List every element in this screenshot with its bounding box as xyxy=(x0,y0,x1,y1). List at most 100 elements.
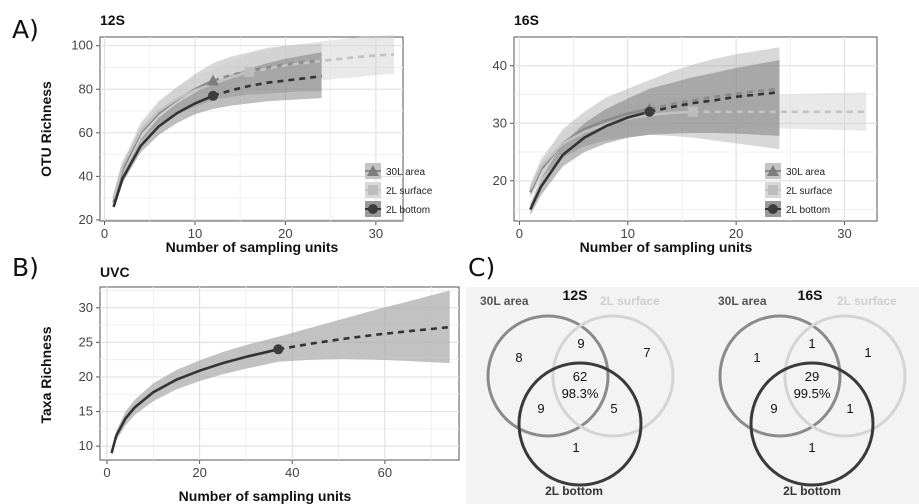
y-tick-label: 20 xyxy=(79,369,93,384)
legend: 30L area 2L surface 2L bottom xyxy=(365,163,433,217)
plot-frame xyxy=(513,36,878,222)
y-tick-label: 40 xyxy=(493,58,507,73)
venn-title: 12S xyxy=(563,287,588,303)
legend-label: 30L area xyxy=(386,167,426,178)
venn-label-2l-surface: 2L surface xyxy=(837,294,897,308)
venn-circle-30l-area xyxy=(718,314,842,438)
legend: 30L area 2L surface 2L bottom xyxy=(765,163,833,217)
legend-key-marker xyxy=(768,185,778,195)
venn-circle-2l-surface xyxy=(551,314,675,438)
venn-count-abc: 62 xyxy=(573,369,587,384)
y-tick-label: 60 xyxy=(79,125,93,140)
confidence-ribbon xyxy=(113,34,394,201)
legend-label: 2L bottom xyxy=(386,205,430,216)
y-tick-label: 15 xyxy=(79,404,93,419)
observed-point-marker xyxy=(208,90,219,101)
venn-count-bc: 5 xyxy=(610,401,617,416)
observed-point-marker xyxy=(244,66,255,77)
series-line-interpolated xyxy=(112,94,214,208)
legend-label: 30L area xyxy=(786,167,826,178)
x-tick-label: 20 xyxy=(278,226,292,241)
chart-uvc: UVC Number of sampling units Taxa Richne… xyxy=(38,264,460,504)
legend-label: 2L bottom xyxy=(786,205,830,216)
series-line-interpolated xyxy=(110,348,279,454)
plot-area: 0 20 40 60 10 15 20 25 30 xyxy=(79,286,460,480)
y-tick-label: 10 xyxy=(79,438,93,453)
legend-key-marker xyxy=(368,185,378,195)
venn-count-ac: 9 xyxy=(537,401,544,416)
series-line-extrapolated xyxy=(649,90,780,114)
y-tick-label: 100 xyxy=(71,38,93,53)
venn-count-a-only: 1 xyxy=(753,350,760,365)
venn-count-abc-percent: 99.5% xyxy=(794,386,831,401)
venn-12s: 12S 30L area 2L surface 2L bottom 8 9 7 … xyxy=(480,287,675,498)
venn-circle-30l-area xyxy=(486,314,610,438)
x-tick-label: 30 xyxy=(369,226,383,241)
y-axis-title: OTU Richness xyxy=(38,81,54,177)
venn-label-30l-area: 30L area xyxy=(718,294,767,308)
chart-title: 12S xyxy=(100,12,125,28)
venn-label-2l-surface: 2L surface xyxy=(600,294,660,308)
confidence-ribbon xyxy=(113,43,322,205)
x-tick-label: 20 xyxy=(192,465,206,480)
venn-circle-2l-surface xyxy=(783,314,907,438)
plot-area: 0 10 20 30 20 30 40 30L area 2L surface 2L bottom xyxy=(493,36,878,241)
venn-count-ac: 9 xyxy=(770,401,777,416)
venn-count-ab: 1 xyxy=(808,336,815,351)
x-tick-label: 60 xyxy=(378,465,392,480)
legend-key-marker xyxy=(367,165,379,176)
venn-count-a-only: 8 xyxy=(515,350,522,365)
x-tick-label: 40 xyxy=(285,465,299,480)
x-axis-title: Number of sampling units xyxy=(166,239,339,255)
series-line-extrapolated xyxy=(278,325,450,351)
chart-12s: 12S Number of sampling units OTU Richnes… xyxy=(38,12,433,255)
observed-point-marker xyxy=(644,106,655,117)
x-tick-label: 30 xyxy=(837,226,851,241)
venn-label-2l-bottom: 2L bottom xyxy=(783,484,841,498)
series-line-extrapolated xyxy=(212,74,322,98)
venn-count-ab: 9 xyxy=(577,336,584,351)
legend-key-marker xyxy=(368,204,378,214)
legend-key-marker xyxy=(768,204,778,214)
series-line-interpolated xyxy=(112,70,250,199)
y-tick-label: 30 xyxy=(493,115,507,130)
y-tick-label: 20 xyxy=(79,212,93,227)
venn-count-c-only: 1 xyxy=(808,440,815,455)
series-line-interpolated xyxy=(529,110,650,211)
confidence-ribbon xyxy=(111,290,450,457)
confidence-ribbon xyxy=(530,47,780,198)
venn-title: 16S xyxy=(798,287,823,303)
venn-count-abc: 29 xyxy=(805,369,819,384)
confidence-ribbon xyxy=(113,52,322,210)
x-tick-label: 0 xyxy=(101,226,108,241)
legend-key-marker xyxy=(767,165,779,176)
chart-title: UVC xyxy=(100,264,130,280)
venn-count-c-only: 1 xyxy=(572,440,579,455)
panel-letter-b: B) xyxy=(12,253,39,282)
x-axis-title: Number of sampling units xyxy=(580,239,753,255)
venn-panel-background xyxy=(466,287,919,504)
venn-count-bc: 1 xyxy=(846,401,853,416)
y-tick-label: 20 xyxy=(493,173,507,188)
x-axis-title: Number of sampling units xyxy=(179,488,352,504)
chart-title: 16S xyxy=(514,12,539,28)
panel-letter-c: C) xyxy=(468,253,495,282)
series-line-interpolated xyxy=(529,110,693,190)
venn-16s: 16S 30L area 2L surface 2L bottom 1 1 1 … xyxy=(718,287,907,498)
x-tick-label: 0 xyxy=(103,465,110,480)
venn-label-30l-area: 30L area xyxy=(480,294,529,308)
panel-letter-a: A) xyxy=(12,15,39,44)
y-tick-label: 30 xyxy=(79,300,93,315)
venn-circle-2l-bottom xyxy=(749,361,875,487)
observed-point-marker xyxy=(273,344,284,355)
venn-count-b-only: 7 xyxy=(643,345,650,360)
legend-label: 2L surface xyxy=(386,186,433,197)
y-axis-title: Taxa Richness xyxy=(38,326,54,423)
y-tick-label: 25 xyxy=(79,334,93,349)
venn-label-2l-bottom: 2L bottom xyxy=(545,484,603,498)
legend-label: 2L surface xyxy=(786,186,833,197)
observed-point-marker xyxy=(687,106,698,117)
series-line-extrapolated xyxy=(248,53,395,74)
x-tick-label: 0 xyxy=(516,226,523,241)
